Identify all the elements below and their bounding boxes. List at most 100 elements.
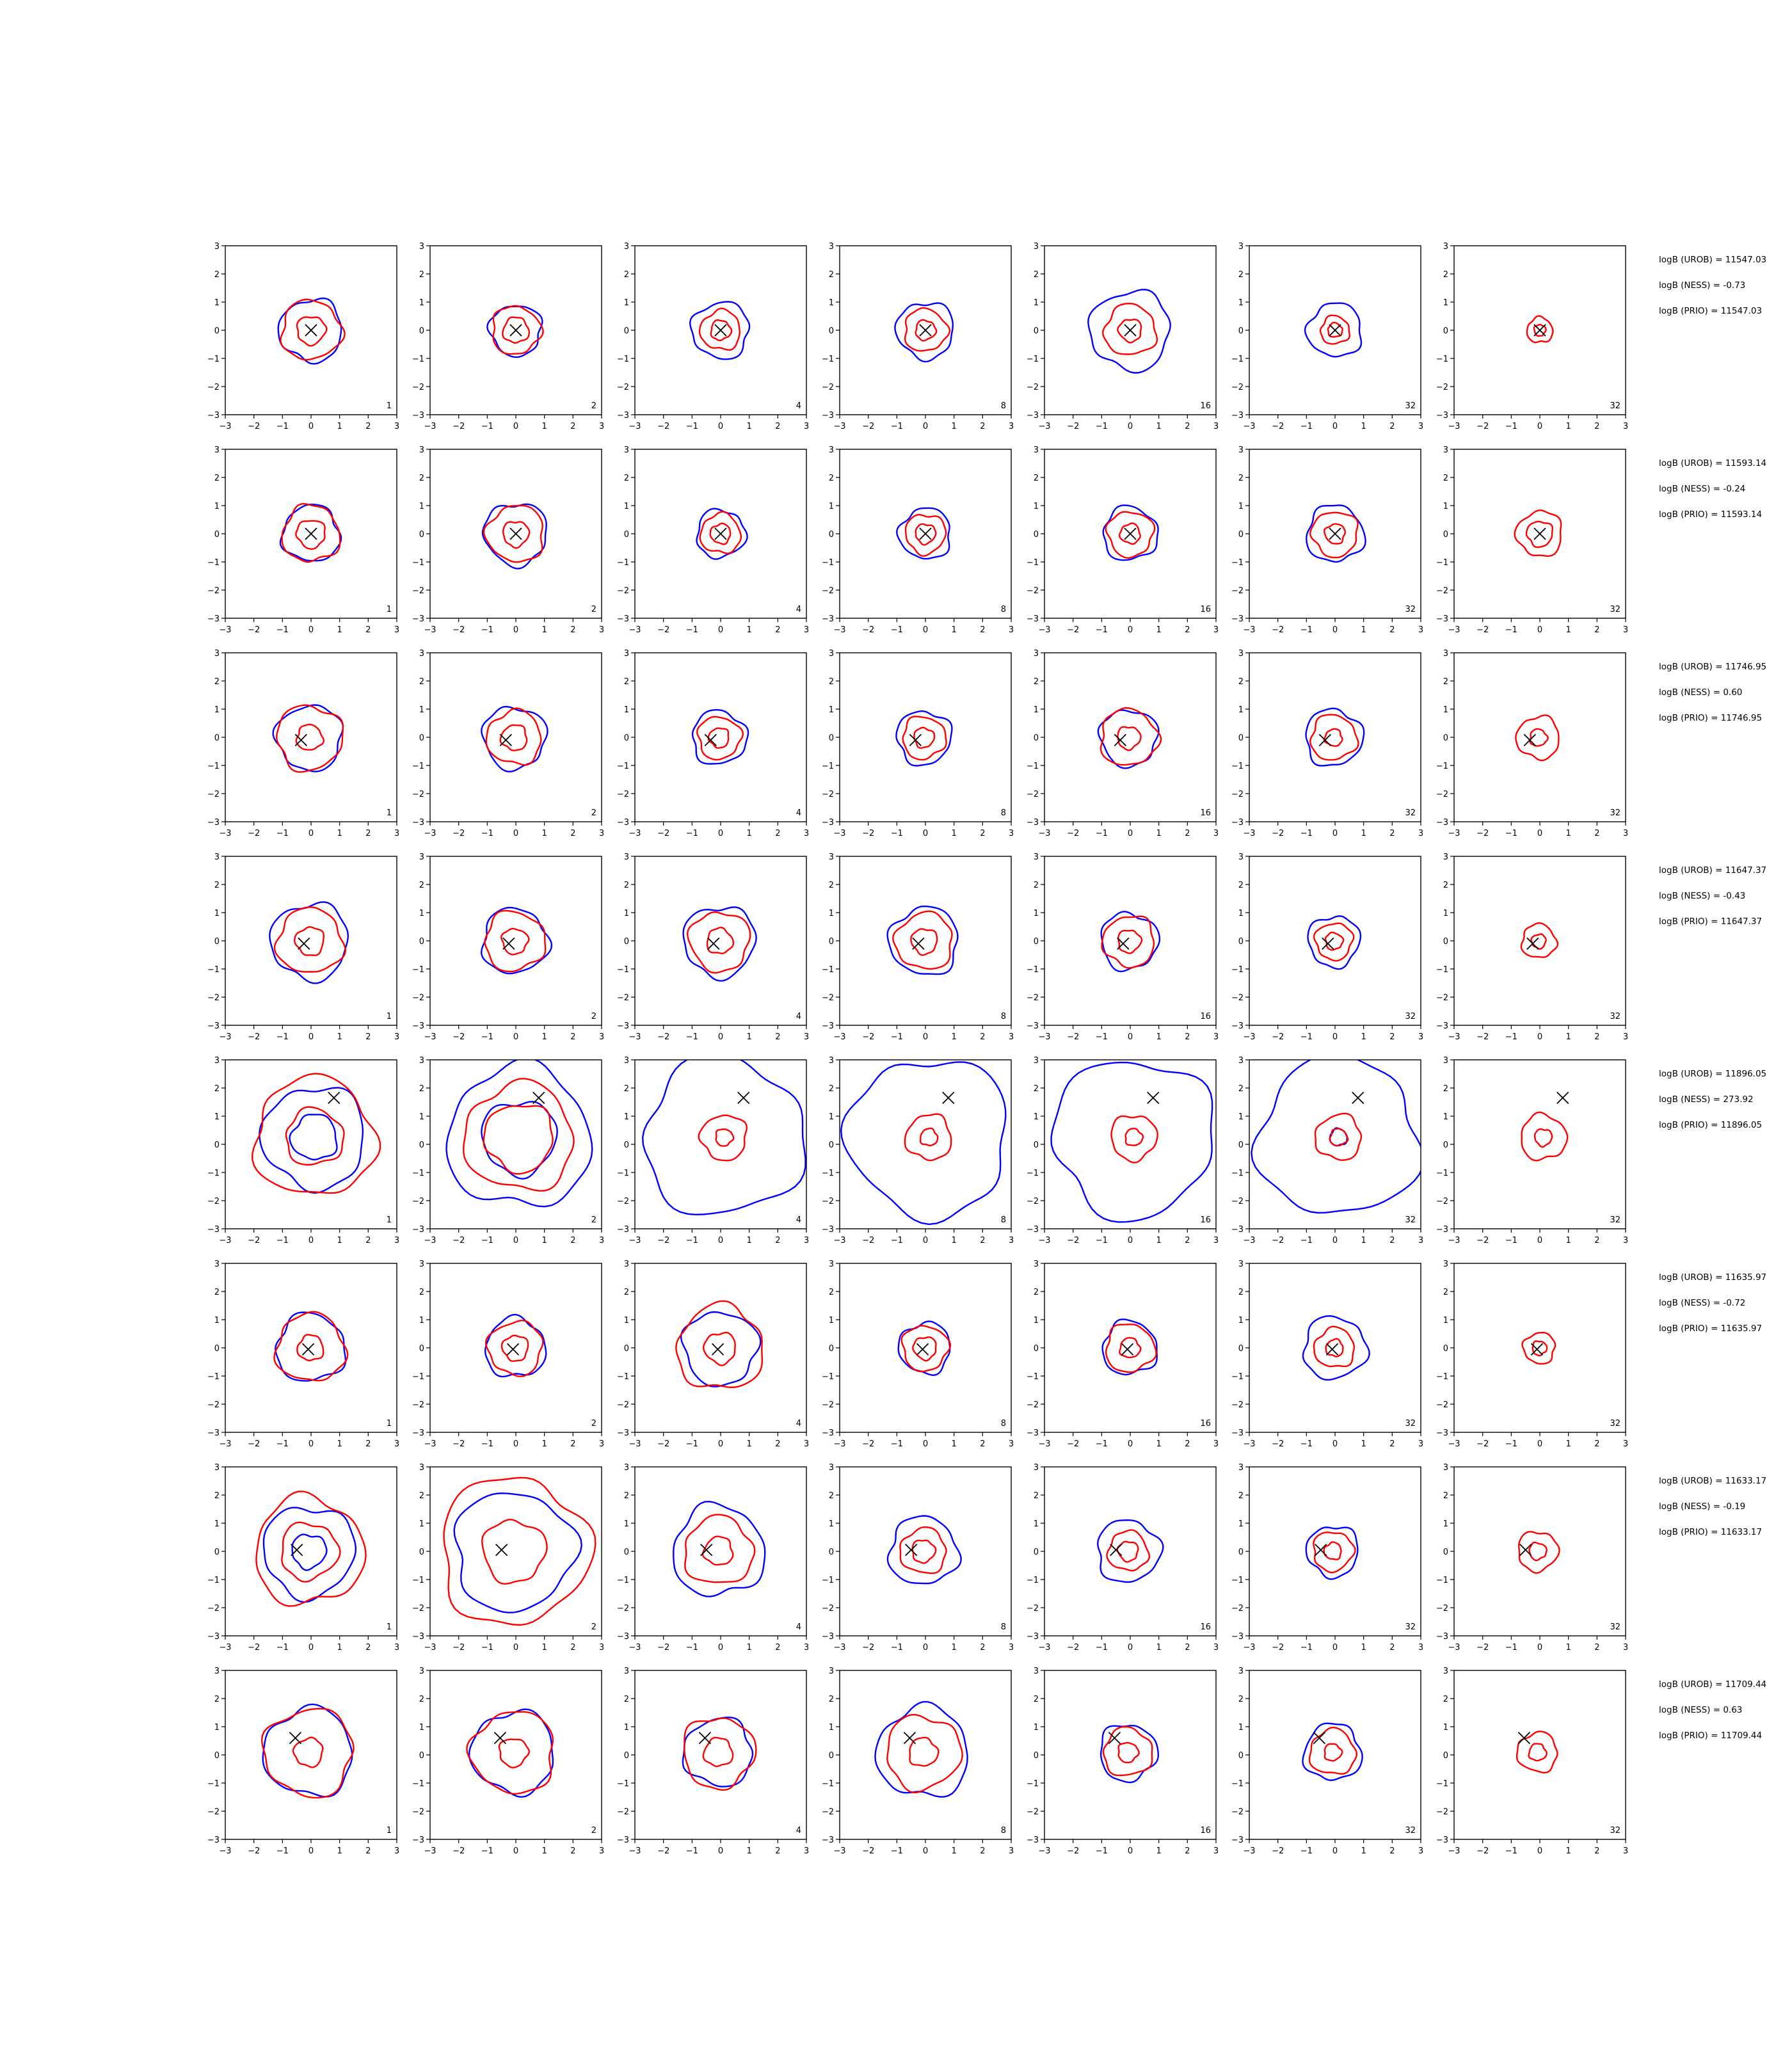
y-tick-label: 0 [419,326,424,336]
y-tick-label: 1 [1034,1316,1039,1325]
x-tick-label: −2 [452,829,465,838]
y-tick-label: −2 [617,383,629,392]
y-tick-label: −3 [822,1632,834,1642]
x-tick-label: 2 [365,1439,371,1449]
y-tick-label: −1 [412,965,424,975]
marker-x [1124,527,1137,540]
y-tick-label: 0 [1034,530,1039,540]
contour-area [1302,1315,1370,1381]
y-tick-label: 0 [1034,1548,1039,1557]
blue-contour [277,297,342,365]
stat-line-2: logB (NESS) = -0.24 [1659,484,1745,494]
red-contour [1528,1743,1548,1762]
red-contour [1309,714,1359,761]
panel-count-label: 2 [591,401,596,411]
contour-area [897,1320,952,1376]
y-tick-label: −1 [1027,965,1039,975]
x-tick-label: −1 [1505,1643,1517,1652]
x-tick-label: 2 [1185,625,1190,635]
x-tick-label: 2 [570,829,575,838]
marker-x [912,937,925,950]
panel-count-label: 32 [1610,605,1620,614]
red-contour [281,1521,341,1583]
blue-contour [896,507,950,560]
y-tick-label: 3 [829,649,834,659]
red-contour [481,1519,548,1585]
x-tick-label: −3 [628,625,641,635]
y-tick-label: −1 [1231,965,1244,975]
x-tick-label: 0 [1537,1846,1542,1856]
x-tick-label: 2 [980,1643,985,1652]
y-tick-label: 1 [1238,502,1244,511]
x-tick-label: −2 [657,1439,669,1449]
y-tick-label: 3 [214,242,220,252]
y-tick-label: 0 [829,530,834,540]
panel-count-label: 32 [1405,808,1416,818]
y-tick-label: 3 [829,1056,834,1066]
panel-r3-c3: −3−3 −2 −2 −1 −1 0 0 1 1 2 2 3 3 4 [617,649,809,838]
x-tick-label: 0 [1128,422,1133,431]
x-tick-label: −2 [1272,1846,1284,1856]
y-tick-label: 2 [829,1084,834,1094]
y-tick-label: 1 [1443,502,1448,511]
x-tick-label: −1 [276,1846,289,1856]
blue-contour [1302,1315,1370,1381]
x-tick-label: 1 [1156,829,1162,838]
x-tick-label: 0 [923,1032,928,1042]
contour-area [682,906,757,982]
red-contour [1520,922,1559,958]
y-tick-label: −2 [617,1604,629,1613]
contour-area [484,1313,547,1378]
y-tick-label: 3 [419,445,424,455]
y-tick-label: −2 [1436,1604,1448,1613]
x-tick-label: 3 [599,1846,604,1856]
red-contour [1100,707,1162,766]
contour-area [641,1060,806,1216]
y-tick-label: −3 [1027,614,1039,624]
y-tick-label: 3 [829,242,834,252]
y-tick-label: −2 [412,1400,424,1410]
y-tick-label: 3 [214,649,220,659]
y-tick-label: 3 [829,1667,834,1676]
x-tick-label: 1 [1156,1846,1162,1856]
y-tick-label: −3 [207,1428,220,1438]
red-contour [920,1127,939,1147]
y-tick-label: −1 [1231,1779,1244,1789]
y-tick-label: −1 [207,762,220,771]
y-tick-label: 2 [1034,474,1039,483]
stat-line-1: logB (UROB) = 11896.05 [1659,1069,1766,1079]
x-tick-label: 2 [1185,1643,1190,1652]
panel-count-label: 8 [1001,1826,1006,1836]
x-tick-label: 2 [1185,829,1190,838]
blue-contour [484,1313,547,1378]
contour-area [260,1703,355,1799]
marker-x [1329,324,1341,337]
x-tick-label: −2 [248,422,260,431]
y-tick-label: 3 [624,445,629,455]
red-contour [273,906,347,973]
x-tick-label: −1 [1300,625,1313,635]
y-tick-label: −1 [822,1169,834,1178]
y-tick-label: −1 [1436,762,1448,771]
y-tick-label: −2 [822,993,834,1003]
y-tick-label: −3 [1231,411,1244,420]
x-tick-label: −1 [1505,422,1517,431]
y-tick-label: 3 [829,1260,834,1269]
x-tick-label: 2 [1594,422,1599,431]
red-contour [698,1114,748,1162]
x-tick-label: −3 [424,625,436,635]
x-tick-label: 0 [513,422,518,431]
panel-count-label: 8 [1001,401,1006,411]
blue-contour [1251,1060,1421,1214]
y-tick-label: −2 [617,586,629,596]
blue-contour [1096,1519,1164,1583]
y-tick-label: 1 [829,705,834,715]
x-tick-label: 1 [747,1236,752,1245]
contour-area [1520,922,1559,958]
y-tick-label: 3 [1034,1056,1039,1066]
x-tick-label: 0 [308,1032,314,1042]
y-tick-label: 3 [1443,1056,1448,1066]
x-tick-label: 3 [804,1236,809,1245]
y-tick-label: −1 [1231,355,1244,364]
y-tick-label: −3 [412,411,424,420]
